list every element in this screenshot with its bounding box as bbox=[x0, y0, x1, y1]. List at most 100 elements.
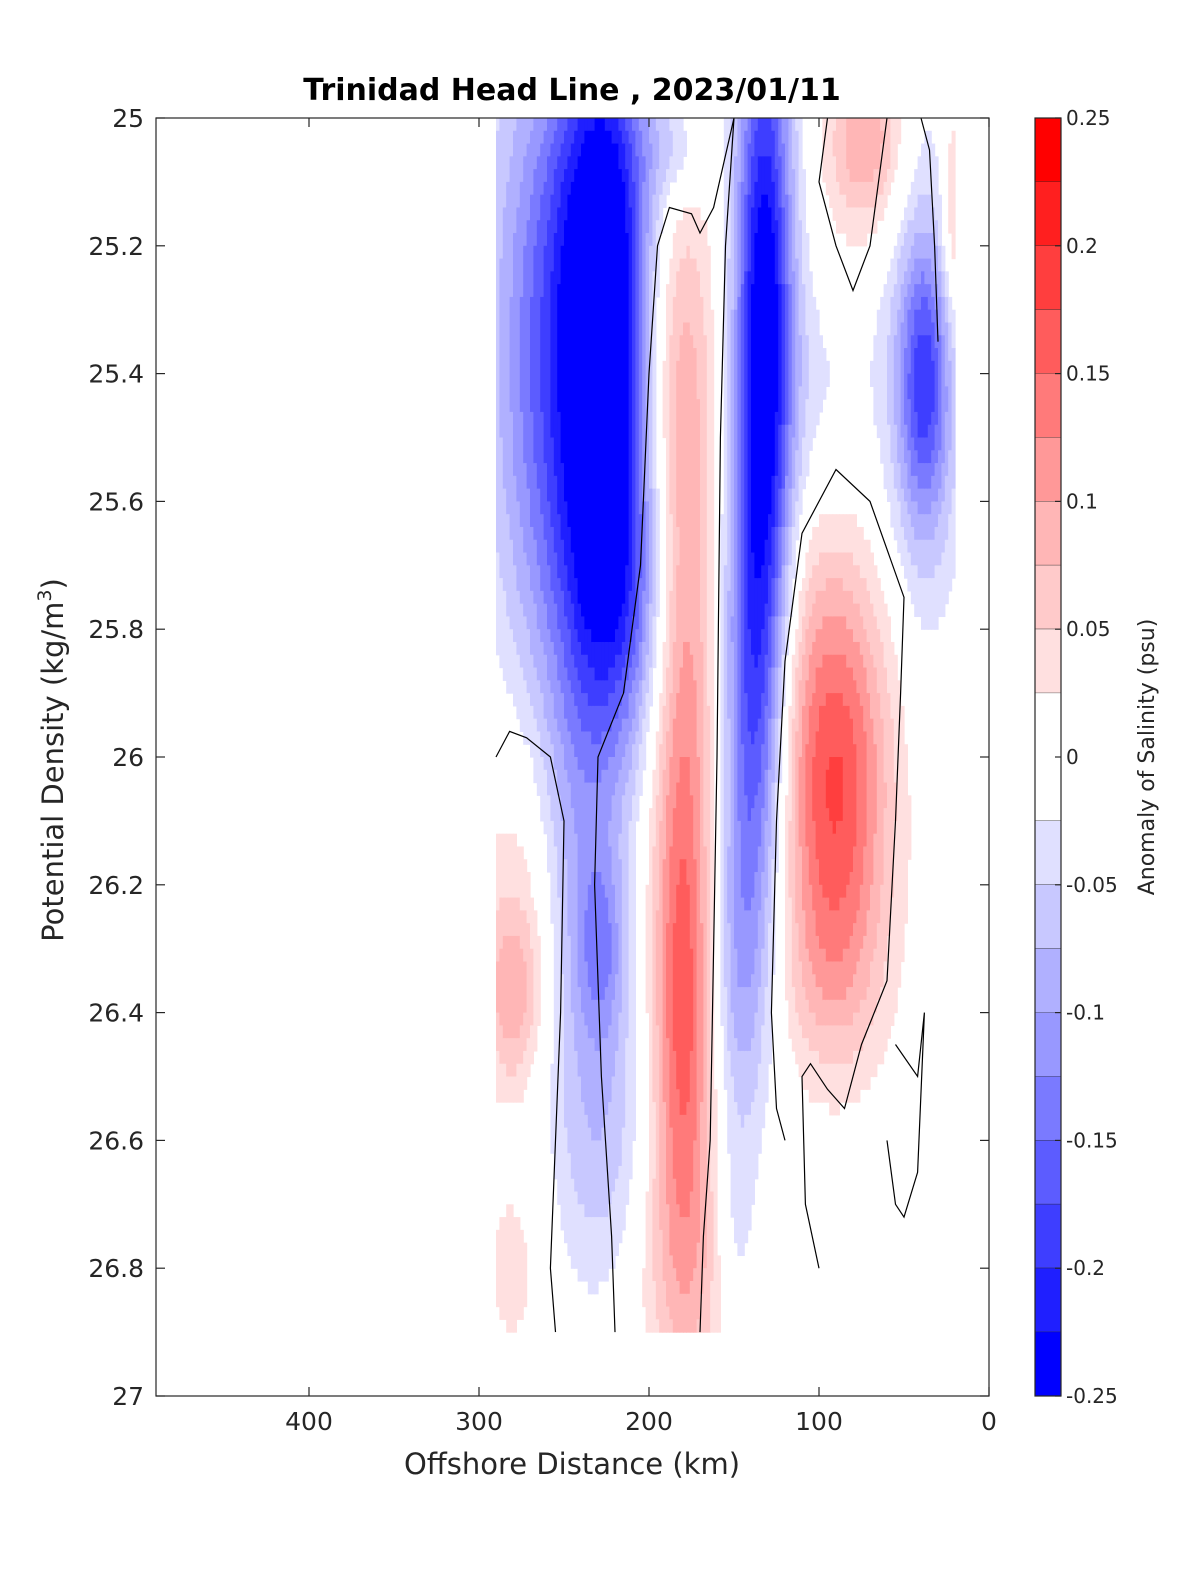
contour-cell bbox=[649, 667, 653, 707]
contour-cell bbox=[638, 118, 643, 132]
contour-cell bbox=[737, 987, 742, 1052]
contour-cell bbox=[591, 782, 596, 873]
colorbar-segment bbox=[1035, 437, 1061, 502]
contour-cell bbox=[560, 245, 565, 464]
contour-cell bbox=[944, 322, 949, 387]
contour-cell bbox=[615, 143, 619, 630]
contour-cell bbox=[540, 411, 545, 515]
contour-cell bbox=[587, 1038, 592, 1129]
contour-cell bbox=[672, 1268, 677, 1333]
contour-cell bbox=[938, 488, 942, 515]
contour-cell bbox=[907, 450, 912, 490]
contour-cell bbox=[934, 526, 939, 566]
contour-cell bbox=[859, 118, 864, 183]
contour-cell bbox=[778, 667, 783, 720]
contour-cell bbox=[530, 118, 534, 132]
contour-cell bbox=[621, 143, 626, 183]
contour-cell bbox=[751, 552, 755, 656]
contour-cell bbox=[887, 693, 891, 937]
contour-cell bbox=[798, 757, 803, 848]
contour-cell bbox=[564, 1127, 568, 1244]
contour-cell bbox=[696, 271, 701, 400]
contour-cell bbox=[805, 233, 810, 336]
contour-cell bbox=[553, 654, 558, 720]
contour-cell bbox=[594, 1050, 599, 1141]
contour-cell bbox=[536, 565, 541, 630]
contour-cell bbox=[557, 731, 562, 796]
contour-cell bbox=[842, 948, 847, 1001]
contour-cell bbox=[557, 680, 562, 733]
contour-cell bbox=[917, 514, 922, 541]
contour-cell bbox=[710, 1191, 715, 1282]
contour-cell bbox=[819, 335, 823, 413]
contour-cell bbox=[744, 987, 749, 1052]
contour-cell bbox=[628, 693, 633, 733]
contour-cell bbox=[774, 578, 779, 618]
contour-cell bbox=[842, 705, 847, 899]
contour-cell bbox=[768, 156, 772, 209]
contour-cell bbox=[740, 181, 745, 285]
contour-cell bbox=[910, 501, 915, 528]
contour-cell bbox=[584, 782, 589, 911]
contour-cell bbox=[513, 475, 517, 566]
contour-cell bbox=[846, 1063, 851, 1103]
contour-cell bbox=[836, 616, 840, 656]
contour-cell bbox=[594, 118, 599, 643]
contour-cell bbox=[506, 616, 511, 694]
contour-cell bbox=[662, 859, 667, 1103]
contour-cell bbox=[910, 475, 915, 502]
contour-cell bbox=[676, 1280, 681, 1333]
contour-cell bbox=[808, 961, 813, 1014]
contour-cell bbox=[611, 118, 616, 145]
contour-cell bbox=[805, 1038, 810, 1090]
contour-cell bbox=[577, 1204, 582, 1282]
contour-cell bbox=[917, 488, 922, 515]
contour-cell bbox=[802, 437, 806, 490]
zero-contour-line bbox=[593, 118, 735, 1333]
contour-cell bbox=[564, 859, 568, 1129]
contour-cell bbox=[900, 705, 905, 963]
contour-cell bbox=[513, 897, 517, 937]
contour-cell bbox=[608, 667, 613, 694]
contour-cell bbox=[700, 1293, 704, 1333]
contour-cell bbox=[567, 731, 572, 784]
contour-cell bbox=[798, 961, 803, 1026]
contour-cell bbox=[628, 590, 633, 643]
contour-cell bbox=[621, 667, 626, 694]
contour-cell bbox=[530, 194, 534, 298]
contour-cell bbox=[550, 693, 555, 745]
contour-cell bbox=[832, 130, 837, 157]
contour-cell bbox=[513, 118, 517, 132]
contour-cell bbox=[951, 348, 956, 490]
contour-cell bbox=[900, 220, 905, 247]
contour-cell bbox=[557, 207, 562, 285]
contour-cell bbox=[547, 156, 551, 221]
contour-cell bbox=[621, 795, 626, 1129]
contour-cell bbox=[856, 1012, 861, 1052]
contour-cell bbox=[676, 884, 681, 1090]
contour-cell bbox=[574, 578, 579, 630]
contour-cell bbox=[788, 488, 793, 528]
contour-cell bbox=[618, 118, 623, 132]
contour-cell bbox=[832, 999, 837, 1026]
contour-cell bbox=[618, 769, 623, 835]
contour-cell bbox=[832, 578, 837, 618]
contour-cell bbox=[822, 616, 827, 656]
contour-cell bbox=[502, 833, 507, 899]
contour-cell bbox=[805, 744, 810, 848]
contour-cell bbox=[543, 245, 548, 464]
contour-cell bbox=[734, 156, 738, 311]
contour-cell bbox=[754, 795, 759, 873]
contour-cell bbox=[785, 424, 789, 477]
contour-cell bbox=[825, 616, 830, 656]
contour-cell bbox=[781, 616, 786, 656]
contour-cell bbox=[785, 795, 789, 1001]
contour-cell bbox=[819, 705, 823, 886]
contour-cell bbox=[635, 731, 640, 771]
contour-cell bbox=[839, 1063, 844, 1103]
contour-cell bbox=[523, 118, 528, 157]
contour-cell bbox=[700, 220, 704, 298]
contour-cell bbox=[584, 1025, 589, 1116]
contour-cell bbox=[914, 309, 919, 349]
